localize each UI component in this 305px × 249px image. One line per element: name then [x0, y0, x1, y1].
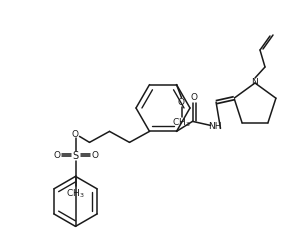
- Text: O: O: [91, 151, 98, 160]
- Text: N: N: [252, 77, 258, 86]
- Text: S: S: [73, 151, 79, 161]
- Text: CH$_3$: CH$_3$: [172, 116, 191, 129]
- Text: O: O: [72, 130, 79, 139]
- Text: CH$_3$: CH$_3$: [66, 187, 85, 200]
- Text: NH: NH: [208, 122, 221, 131]
- Text: O: O: [191, 93, 198, 102]
- Text: O: O: [178, 98, 185, 107]
- Text: O: O: [53, 151, 60, 160]
